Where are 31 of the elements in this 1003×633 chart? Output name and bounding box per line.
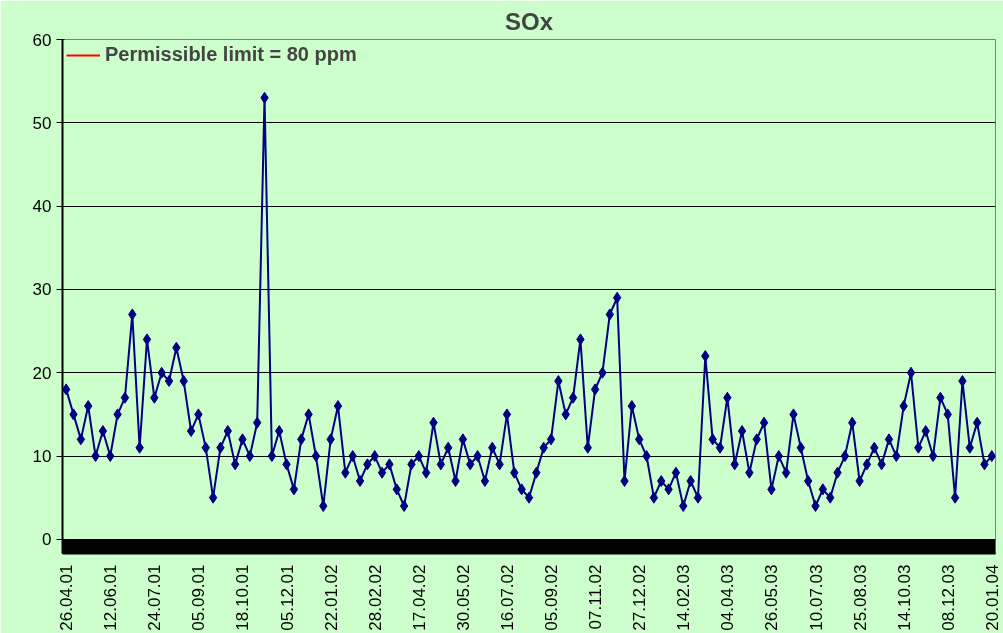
x-tick-label: 14.02.03 [674, 564, 694, 631]
y-tick-label: 30 [32, 280, 52, 300]
x-tick-label: 25.08.03 [850, 564, 870, 631]
y-tick-label: 20 [32, 363, 52, 383]
x-tick-label: 18.10.01 [233, 564, 253, 631]
x-tick-label: 08.12.03 [938, 564, 958, 631]
x-tick-label: 30.05.02 [453, 564, 473, 631]
y-tick-label: 60 [32, 30, 52, 50]
x-tick-label: 05.09.02 [542, 564, 562, 631]
y-tick-label: 0 [42, 530, 52, 550]
y-tick-label: 50 [32, 113, 52, 133]
x-tick-label: 17.04.02 [409, 564, 429, 631]
legend-label: Permissible limit = 80 ppm [105, 43, 357, 66]
x-tick-label: 05.12.01 [277, 564, 297, 631]
x-tick-label: 26.04.01 [57, 564, 77, 631]
x-tick-label: 27.12.02 [630, 564, 650, 631]
x-tick-label: 22.01.02 [321, 564, 341, 631]
x-tick-label: 14.10.03 [894, 564, 914, 631]
y-tick-label: 40 [32, 197, 52, 217]
y-tick-label: 10 [32, 447, 52, 467]
x-tick-label: 16.07.02 [497, 564, 517, 631]
x-tick-label: 20.01.04 [982, 564, 1002, 631]
x-tick-label: 28.02.02 [365, 564, 385, 631]
chart-title: SOx [504, 7, 554, 35]
x-tick-label: 26.05.03 [762, 564, 782, 631]
x-tick-label: 10.07.03 [806, 564, 826, 631]
x-tick-label: 12.06.01 [101, 564, 121, 631]
x-tick-label: 04.04.03 [718, 564, 738, 631]
x-tick-label: 07.11.02 [586, 564, 606, 630]
x-tick-label: 24.07.01 [145, 564, 165, 631]
x-tick-label: 05.09.01 [189, 564, 209, 631]
